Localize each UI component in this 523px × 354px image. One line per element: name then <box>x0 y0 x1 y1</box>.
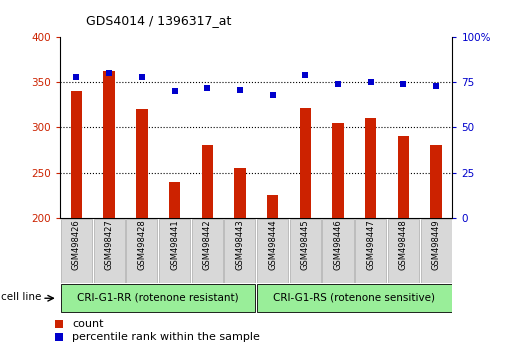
FancyBboxPatch shape <box>224 219 255 282</box>
Text: GSM498446: GSM498446 <box>334 220 343 270</box>
FancyBboxPatch shape <box>257 284 451 312</box>
Bar <box>365 118 377 218</box>
Bar <box>71 91 82 218</box>
Text: GSM498428: GSM498428 <box>138 220 146 270</box>
Text: GDS4014 / 1396317_at: GDS4014 / 1396317_at <box>86 13 232 27</box>
FancyBboxPatch shape <box>420 219 451 282</box>
FancyBboxPatch shape <box>323 219 354 282</box>
Text: count: count <box>72 319 104 329</box>
Text: GSM498447: GSM498447 <box>366 220 375 270</box>
Bar <box>104 72 115 218</box>
FancyBboxPatch shape <box>94 219 124 282</box>
FancyBboxPatch shape <box>257 219 288 282</box>
FancyBboxPatch shape <box>290 219 321 282</box>
Bar <box>201 145 213 218</box>
Text: GSM498442: GSM498442 <box>203 220 212 270</box>
FancyBboxPatch shape <box>355 219 386 282</box>
Text: GSM498448: GSM498448 <box>399 220 408 270</box>
Text: GSM498444: GSM498444 <box>268 220 277 270</box>
Text: cell line: cell line <box>1 292 41 302</box>
Text: GSM498441: GSM498441 <box>170 220 179 270</box>
Text: percentile rank within the sample: percentile rank within the sample <box>72 332 260 342</box>
FancyBboxPatch shape <box>127 219 157 282</box>
FancyBboxPatch shape <box>192 219 223 282</box>
Text: GSM498427: GSM498427 <box>105 220 113 270</box>
Bar <box>332 123 344 218</box>
Bar <box>234 168 246 218</box>
Bar <box>397 137 409 218</box>
Text: GSM498445: GSM498445 <box>301 220 310 270</box>
Text: CRI-G1-RS (rotenone sensitive): CRI-G1-RS (rotenone sensitive) <box>274 293 435 303</box>
Bar <box>300 108 311 218</box>
Text: GSM498443: GSM498443 <box>235 220 244 270</box>
Bar <box>169 182 180 218</box>
FancyBboxPatch shape <box>388 219 419 282</box>
Bar <box>430 145 442 218</box>
FancyBboxPatch shape <box>61 284 255 312</box>
Bar <box>267 195 278 218</box>
Text: GSM498426: GSM498426 <box>72 220 81 270</box>
Text: CRI-G1-RR (rotenone resistant): CRI-G1-RR (rotenone resistant) <box>77 293 239 303</box>
Bar <box>136 109 147 218</box>
FancyBboxPatch shape <box>159 219 190 282</box>
FancyBboxPatch shape <box>61 219 92 282</box>
Text: GSM498449: GSM498449 <box>431 220 440 270</box>
